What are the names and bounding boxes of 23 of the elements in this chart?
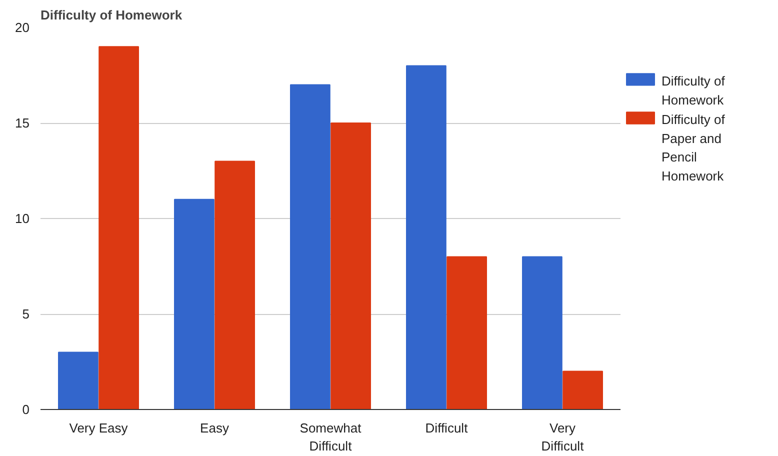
y-tick-label: 15	[15, 116, 30, 130]
bar	[406, 65, 446, 410]
x-tick-label: Difficult	[425, 420, 468, 436]
bar	[98, 46, 139, 410]
y-tick-label: 10	[15, 211, 30, 226]
bar	[522, 256, 562, 410]
bar	[330, 122, 371, 410]
x-tick-label: Somewhat Difficult	[300, 420, 362, 454]
legend-label: Difficulty of Homework	[662, 74, 726, 108]
legend-label: Difficulty of Paper and Pencil Homework	[662, 112, 726, 184]
x-tick-label: Very Difficult	[541, 420, 584, 454]
y-tick-label: 5	[22, 306, 30, 322]
chart-title: Difficulty of Homework	[40, 8, 183, 22]
bar	[214, 160, 255, 410]
x-tick-label: Easy	[200, 420, 230, 436]
y-tick-label: 0	[22, 402, 30, 417]
bar	[562, 370, 603, 410]
bar	[290, 84, 330, 410]
bar	[446, 256, 487, 410]
y-tick-label: 20	[15, 20, 30, 35]
x-tick-label: Very Easy	[69, 420, 128, 436]
bar	[58, 352, 98, 410]
bar	[174, 198, 214, 410]
